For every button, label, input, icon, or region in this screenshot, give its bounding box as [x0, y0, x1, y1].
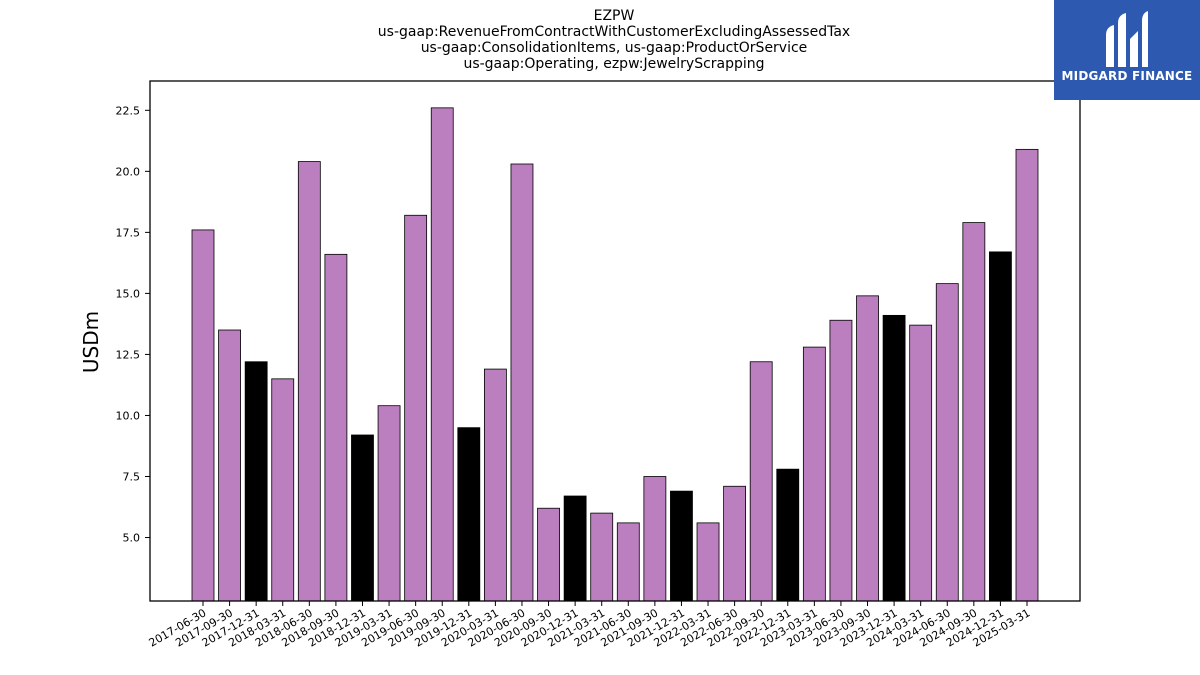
bar [483, 368, 507, 602]
axes [149, 80, 1081, 602]
y-axis-label: USDm [79, 311, 103, 373]
bar [829, 319, 853, 602]
bar [1015, 148, 1039, 602]
chart-title-line: us-gaap:ConsolidationItems, us-gaap:Prod… [421, 40, 808, 56]
bar [616, 522, 640, 602]
bar [457, 427, 481, 602]
bar [802, 346, 826, 602]
bar [643, 476, 667, 602]
bar [537, 507, 560, 602]
y-tick-label: 5.0 [123, 532, 141, 545]
bar [404, 214, 428, 602]
chart-title-line: us-gaap:RevenueFromContractWithCustomerE… [378, 24, 850, 40]
bar [856, 295, 879, 602]
bar [696, 522, 720, 602]
y-tick-label: 17.5 [116, 226, 141, 239]
y-tick-label: 7.5 [123, 470, 141, 483]
bar [989, 251, 1012, 602]
midgard-logo-icon [1106, 11, 1148, 67]
y-axis-ticks: 5.0 7.5 10.0 12.5 15.0 17.5 20.0 22.5 [116, 104, 150, 545]
bar [297, 161, 321, 602]
bar [430, 107, 454, 602]
plot-frame [149, 80, 1081, 602]
brand-logo: MIDGARD FINANCE [1054, 0, 1200, 100]
bar [882, 314, 906, 602]
bar [962, 222, 986, 602]
bar [909, 324, 933, 602]
bar [935, 283, 959, 602]
chart-title-line: EZPW [594, 8, 635, 24]
x-axis-ticks: 2017-06-302017-09-302017-12-312018-03-31… [147, 601, 1033, 650]
bar [670, 490, 693, 602]
bar [510, 163, 534, 602]
bar [244, 361, 268, 602]
bar [271, 378, 295, 602]
bar [776, 468, 800, 602]
bar [723, 485, 747, 602]
bar [749, 361, 773, 602]
y-tick-label: 20.0 [116, 165, 141, 178]
chart-title: EZPWus-gaap:RevenueFromContractWithCusto… [378, 8, 850, 72]
bar [590, 512, 614, 602]
y-tick-label: 15.0 [116, 287, 141, 300]
bar [351, 434, 374, 602]
y-tick-label: 10.0 [116, 409, 141, 422]
y-tick-label: 22.5 [116, 104, 141, 117]
chart-title-line: us-gaap:Operating, ezpw:JewelryScrapping [463, 56, 764, 72]
bar [563, 495, 587, 602]
bar [377, 405, 401, 602]
y-tick-label: 12.5 [116, 348, 141, 361]
bar [218, 329, 241, 602]
brand-name: MIDGARD FINANCE [1061, 69, 1193, 83]
bar [191, 229, 215, 602]
bars [191, 107, 1039, 602]
bar [324, 253, 348, 602]
